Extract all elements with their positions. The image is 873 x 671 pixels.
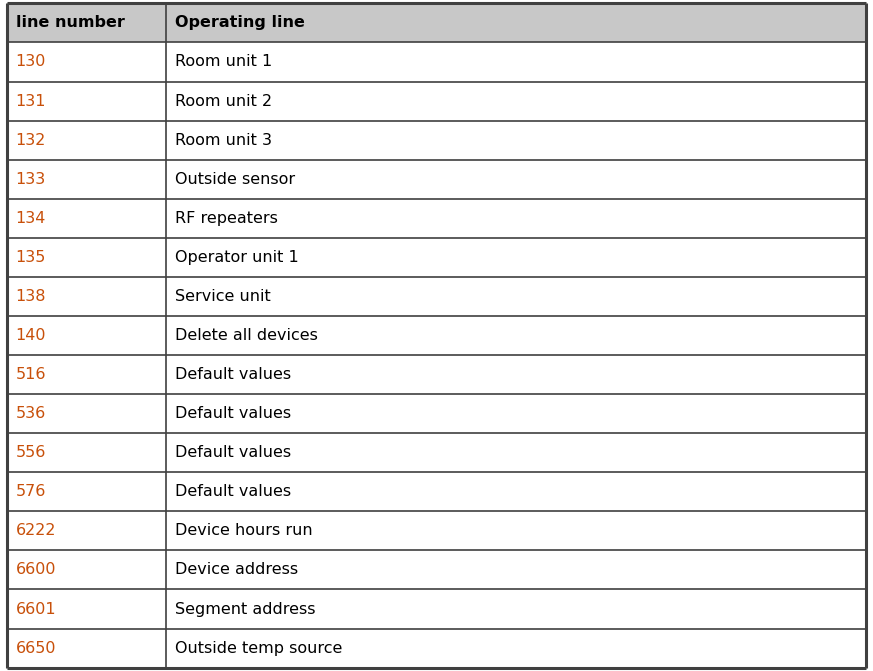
Bar: [166, 629, 866, 668]
Bar: [166, 472, 866, 511]
Text: 138: 138: [16, 289, 46, 304]
Text: Default values: Default values: [175, 484, 291, 499]
Bar: [166, 355, 866, 394]
Bar: [166, 238, 866, 277]
Text: Device hours run: Device hours run: [175, 523, 313, 538]
Bar: [166, 160, 866, 199]
Bar: [166, 511, 866, 550]
Text: 6222: 6222: [16, 523, 56, 538]
Bar: [7, 121, 166, 160]
Bar: [7, 550, 166, 590]
Bar: [7, 316, 166, 355]
Text: Operating line: Operating line: [175, 15, 305, 30]
Bar: [7, 590, 166, 629]
Text: Service unit: Service unit: [175, 289, 271, 304]
Text: 133: 133: [16, 172, 46, 187]
Bar: [7, 629, 166, 668]
Text: Device address: Device address: [175, 562, 298, 578]
Text: 131: 131: [16, 93, 46, 109]
Bar: [7, 160, 166, 199]
Bar: [7, 42, 166, 81]
Bar: [166, 433, 866, 472]
Bar: [166, 277, 866, 316]
Text: 140: 140: [16, 328, 46, 343]
Bar: [166, 121, 866, 160]
Text: 130: 130: [16, 54, 46, 70]
Text: 6650: 6650: [16, 641, 56, 656]
Bar: [7, 433, 166, 472]
Text: Room unit 1: Room unit 1: [175, 54, 272, 70]
Bar: [166, 394, 866, 433]
Text: Delete all devices: Delete all devices: [175, 328, 318, 343]
Bar: [7, 3, 166, 42]
Text: RF repeaters: RF repeaters: [175, 211, 278, 225]
Bar: [166, 81, 866, 121]
Bar: [166, 3, 866, 42]
Text: Room unit 3: Room unit 3: [175, 133, 272, 148]
Text: line number: line number: [16, 15, 125, 30]
Bar: [166, 590, 866, 629]
Bar: [7, 472, 166, 511]
Bar: [166, 316, 866, 355]
Text: Operator unit 1: Operator unit 1: [175, 250, 299, 265]
Text: 536: 536: [16, 406, 46, 421]
Text: Default values: Default values: [175, 406, 291, 421]
Bar: [7, 199, 166, 238]
Bar: [7, 355, 166, 394]
Text: 576: 576: [16, 484, 46, 499]
Bar: [7, 81, 166, 121]
Text: 6600: 6600: [16, 562, 56, 578]
Bar: [7, 511, 166, 550]
Text: 516: 516: [16, 367, 46, 382]
Bar: [166, 199, 866, 238]
Text: Outside sensor: Outside sensor: [175, 172, 295, 187]
Bar: [7, 394, 166, 433]
Bar: [7, 238, 166, 277]
Text: Default values: Default values: [175, 446, 291, 460]
Text: 135: 135: [16, 250, 46, 265]
Bar: [166, 42, 866, 81]
Text: 6601: 6601: [16, 601, 57, 617]
Text: Room unit 2: Room unit 2: [175, 93, 272, 109]
Text: 132: 132: [16, 133, 46, 148]
Text: Outside temp source: Outside temp source: [175, 641, 342, 656]
Text: Segment address: Segment address: [175, 601, 315, 617]
Text: 134: 134: [16, 211, 46, 225]
Text: Default values: Default values: [175, 367, 291, 382]
Text: 556: 556: [16, 446, 46, 460]
Bar: [7, 277, 166, 316]
Bar: [166, 550, 866, 590]
